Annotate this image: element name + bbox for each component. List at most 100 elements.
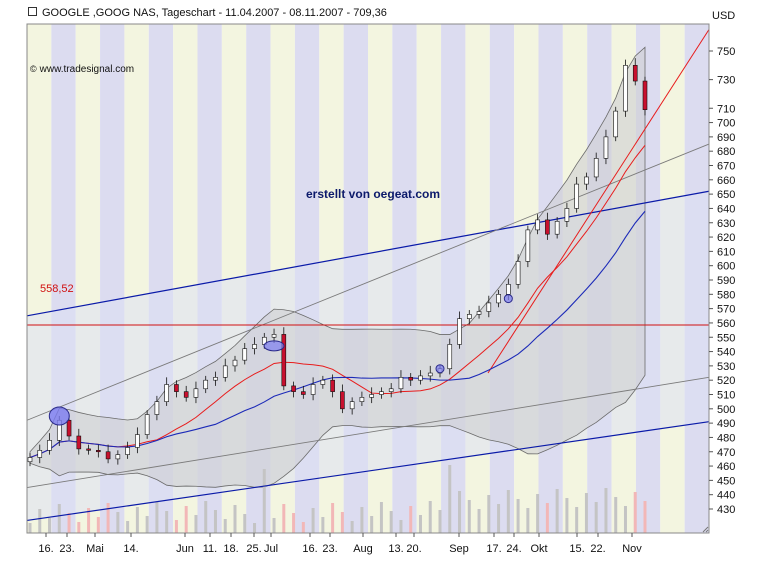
x-tick-label: 18. bbox=[223, 543, 238, 555]
highlight-mark bbox=[503, 294, 513, 304]
candle-body bbox=[564, 208, 570, 222]
candle-body bbox=[593, 158, 599, 178]
volume-bar bbox=[575, 507, 579, 533]
highlight-mark bbox=[435, 364, 445, 374]
volume-bar bbox=[233, 505, 237, 533]
candle-body bbox=[642, 80, 648, 110]
candle-body bbox=[301, 391, 306, 395]
candle-body bbox=[174, 384, 179, 392]
candle-body bbox=[86, 448, 91, 451]
candle-body bbox=[252, 344, 257, 349]
volume-bar bbox=[253, 523, 257, 533]
x-tick-label: 23. bbox=[322, 543, 337, 555]
volume-bar bbox=[145, 516, 149, 533]
candle-body bbox=[144, 414, 150, 435]
volume-bar bbox=[77, 522, 81, 533]
y-tick-label: 670 bbox=[717, 161, 735, 173]
candle-body bbox=[320, 379, 326, 385]
candle-body bbox=[27, 457, 33, 463]
volume-bar bbox=[497, 504, 501, 533]
volume-bar bbox=[204, 501, 208, 533]
candle-body bbox=[408, 377, 414, 381]
candle-body bbox=[164, 384, 169, 402]
volume-bar bbox=[116, 512, 120, 533]
candle-body bbox=[427, 372, 433, 377]
bollinger-bands bbox=[29, 46, 646, 488]
candle-body bbox=[222, 365, 228, 378]
volume-bar bbox=[331, 503, 335, 533]
candle-body bbox=[232, 359, 238, 367]
candle-body bbox=[291, 385, 296, 392]
x-tick-label: Sep bbox=[449, 543, 469, 555]
candle-body bbox=[135, 434, 140, 448]
candle-body bbox=[506, 283, 511, 295]
y-tick-label: 660 bbox=[717, 175, 735, 187]
volume-bars bbox=[28, 465, 647, 533]
candle-body bbox=[496, 294, 501, 304]
candle-body bbox=[281, 334, 287, 387]
candle-body bbox=[76, 435, 82, 450]
volume-bar bbox=[213, 510, 217, 533]
candle-body bbox=[632, 65, 638, 82]
y-tick-label: 520 bbox=[717, 375, 735, 387]
x-tick-label: 14. bbox=[123, 543, 138, 555]
volume-bar bbox=[67, 513, 71, 533]
y-tick-label: 510 bbox=[717, 390, 735, 402]
volume-bar bbox=[467, 500, 471, 533]
volume-bar bbox=[604, 488, 608, 533]
candle-body bbox=[466, 314, 472, 319]
y-tick-label: 620 bbox=[717, 232, 735, 244]
channel-lower-line bbox=[26, 421, 710, 522]
x-tick-label: 15. bbox=[569, 543, 584, 555]
plot-frame bbox=[26, 23, 710, 534]
trend-upper-gray bbox=[26, 143, 710, 421]
volume-bar bbox=[38, 509, 42, 533]
support-line-label: 558,52 bbox=[40, 283, 74, 295]
y-tick-label: 530 bbox=[717, 361, 735, 373]
volume-bar bbox=[389, 511, 393, 533]
x-tick-label: 25. bbox=[246, 543, 261, 555]
currency-label: USD bbox=[712, 10, 736, 22]
chart-header: GOOGLE ,GOOG NAS, Tageschart - 11.04.200… bbox=[28, 7, 387, 19]
x-tick-label: Nov bbox=[622, 543, 642, 555]
volume-bar bbox=[545, 503, 549, 533]
moving-average-10 bbox=[29, 145, 646, 458]
y-tick-label: 550 bbox=[717, 332, 735, 344]
volume-bar bbox=[135, 507, 139, 533]
y-tick-label: 630 bbox=[717, 218, 735, 230]
candle-body bbox=[535, 219, 540, 231]
candle-body bbox=[203, 379, 209, 390]
volume-bar bbox=[340, 512, 344, 533]
volume-bar bbox=[360, 507, 364, 533]
x-tick-label: 16. bbox=[302, 543, 317, 555]
copyright-icon: © bbox=[30, 64, 37, 74]
y-tick-label: 680 bbox=[717, 146, 735, 158]
volume-bar bbox=[565, 498, 569, 533]
volume-bar bbox=[555, 489, 559, 533]
y-tick-label: 750 bbox=[717, 46, 735, 58]
volume-bar bbox=[292, 513, 296, 533]
candle-body bbox=[154, 401, 160, 415]
volume-bar bbox=[262, 469, 266, 533]
candle-body bbox=[125, 447, 130, 455]
candle-body bbox=[183, 391, 189, 398]
candles bbox=[27, 58, 648, 467]
candle-body bbox=[271, 334, 277, 338]
highlight-mark bbox=[48, 406, 70, 426]
volume-bar bbox=[594, 502, 598, 533]
volume-bar bbox=[418, 515, 422, 533]
y-tick-label: 710 bbox=[717, 103, 735, 115]
candle-body bbox=[613, 110, 619, 138]
y-tick-label: 590 bbox=[717, 275, 735, 287]
volume-bar bbox=[506, 490, 510, 533]
volume-bar bbox=[174, 520, 178, 533]
volume-bar bbox=[350, 521, 354, 533]
resize-grip-icon bbox=[702, 526, 709, 533]
candle-body bbox=[105, 451, 111, 460]
volume-bar bbox=[282, 504, 286, 533]
candle-body bbox=[447, 344, 453, 370]
candle-body bbox=[398, 377, 404, 390]
volume-bar bbox=[223, 519, 227, 533]
volume-bar bbox=[448, 465, 452, 533]
